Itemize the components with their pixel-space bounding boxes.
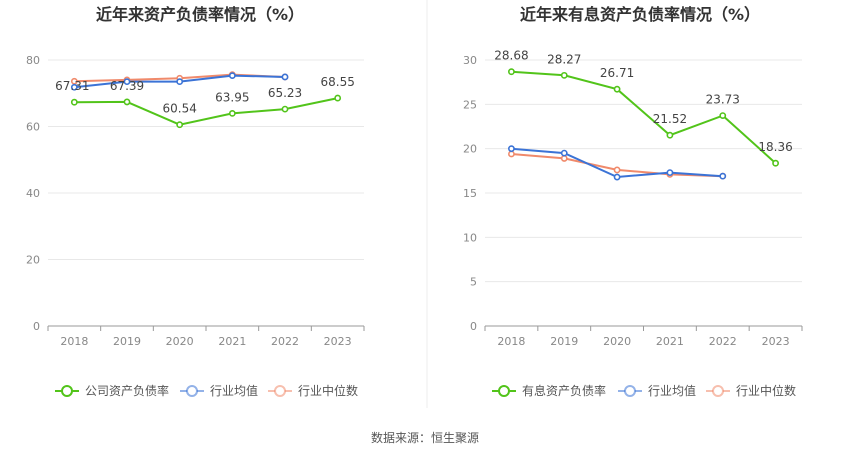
data-point[interactable] xyxy=(508,68,515,76)
data-point[interactable] xyxy=(666,131,674,139)
x-tick-label: 2021 xyxy=(218,335,246,348)
legend-swatch-marker xyxy=(624,385,636,397)
x-tick-label: 2020 xyxy=(603,335,631,348)
data-point[interactable] xyxy=(772,159,779,167)
data-label: 28.27 xyxy=(547,52,581,66)
data-point[interactable] xyxy=(176,121,184,129)
data-point[interactable] xyxy=(719,112,727,119)
data-point[interactable] xyxy=(123,78,131,86)
chart-asset-liability-ratio: 近年来资产负债率情况（%） 0 20 40 60 80 2018 2019 2020 2021 20… xyxy=(26,5,365,398)
x-tick-label: 2023 xyxy=(324,335,352,348)
data-point[interactable] xyxy=(508,145,515,153)
chart-title: 近年来资产负债率情况（%） xyxy=(96,5,304,24)
legend-label: 行业中位数 xyxy=(736,383,796,398)
y-tick-label: 30 xyxy=(463,54,477,67)
x-tick-label: 2021 xyxy=(656,335,684,348)
data-label: 18.36 xyxy=(758,140,792,154)
data-point[interactable] xyxy=(613,85,621,93)
chart-title: 近年来有息资产负债率情况（%） xyxy=(520,5,760,24)
data-label: 26.71 xyxy=(600,66,634,80)
data-source-note: 数据来源：恒生聚源 xyxy=(371,430,479,445)
data-point[interactable] xyxy=(123,98,131,106)
data-point[interactable] xyxy=(613,173,621,181)
data-point[interactable] xyxy=(176,78,184,86)
data-point[interactable] xyxy=(70,83,78,91)
legend-item[interactable]: 行业中位数 xyxy=(706,383,796,398)
data-point[interactable] xyxy=(70,98,78,106)
data-point[interactable] xyxy=(228,72,236,80)
legend-label: 公司资产负债率 xyxy=(85,383,169,398)
y-tick-label: 25 xyxy=(463,98,477,111)
data-label: 23.73 xyxy=(706,93,740,107)
legend-swatch-marker xyxy=(712,385,724,397)
y-tick-label: 15 xyxy=(463,187,477,200)
data-point[interactable] xyxy=(666,169,674,177)
data-label: 28.68 xyxy=(494,49,528,63)
y-tick-label: 0 xyxy=(33,320,40,333)
y-tick-label: 40 xyxy=(26,187,40,200)
data-point[interactable] xyxy=(228,109,236,117)
legend-item[interactable]: 行业均值 xyxy=(618,383,696,398)
series-line xyxy=(74,97,338,126)
data-label: 67.39 xyxy=(110,79,144,93)
legend-label: 行业中位数 xyxy=(298,383,358,398)
data-label: 21.52 xyxy=(653,112,687,126)
legend-item[interactable]: 有息资产负债率 xyxy=(492,383,606,398)
legend-swatch-marker xyxy=(61,385,73,397)
legend-item[interactable]: 公司资产负债率 xyxy=(55,383,169,398)
data-point[interactable] xyxy=(719,172,727,180)
chart-interest-bearing-liability-ratio: 近年来有息资产负债率情况（%） 0 5 10 15 20 25 30 2018 2019 2020 2… xyxy=(463,5,803,398)
x-tick-label: 2022 xyxy=(271,335,299,348)
legend-label: 行业均值 xyxy=(648,383,696,398)
data-label: 60.54 xyxy=(162,102,196,116)
data-label: 67.31 xyxy=(55,79,89,93)
legend-item[interactable]: 行业均值 xyxy=(180,383,258,398)
legend-label: 行业均值 xyxy=(210,383,258,398)
legend-swatch-marker xyxy=(186,385,198,397)
series-line xyxy=(511,70,777,164)
legend-swatch-marker xyxy=(498,385,510,397)
data-point[interactable] xyxy=(613,166,621,174)
data-point[interactable] xyxy=(281,105,289,113)
legend-swatch-marker xyxy=(274,385,286,397)
x-tick-label: 2018 xyxy=(497,335,525,348)
y-tick-label: 60 xyxy=(26,121,40,134)
x-tick-label: 2018 xyxy=(60,335,88,348)
y-tick-label: 80 xyxy=(26,54,40,67)
data-point[interactable] xyxy=(334,94,342,102)
y-tick-label: 5 xyxy=(470,276,477,289)
y-tick-label: 0 xyxy=(470,320,477,333)
data-point[interactable] xyxy=(508,150,515,158)
data-label: 68.55 xyxy=(320,75,354,89)
data-point[interactable] xyxy=(560,149,568,157)
x-tick-label: 2020 xyxy=(166,335,194,348)
data-point[interactable] xyxy=(560,155,568,162)
x-tick-label: 2023 xyxy=(762,335,790,348)
x-tick-label: 2019 xyxy=(113,335,141,348)
data-label: 63.95 xyxy=(215,90,249,104)
data-point[interactable] xyxy=(281,73,289,81)
data-label: 65.23 xyxy=(268,86,302,100)
y-tick-label: 20 xyxy=(26,254,40,267)
legend-item[interactable]: 行业中位数 xyxy=(268,383,358,398)
y-tick-label: 10 xyxy=(463,231,477,244)
y-tick-label: 20 xyxy=(463,143,477,156)
data-point[interactable] xyxy=(560,71,568,79)
legend-label: 有息资产负债率 xyxy=(522,383,606,398)
x-tick-label: 2022 xyxy=(709,335,737,348)
x-tick-label: 2019 xyxy=(550,335,578,348)
